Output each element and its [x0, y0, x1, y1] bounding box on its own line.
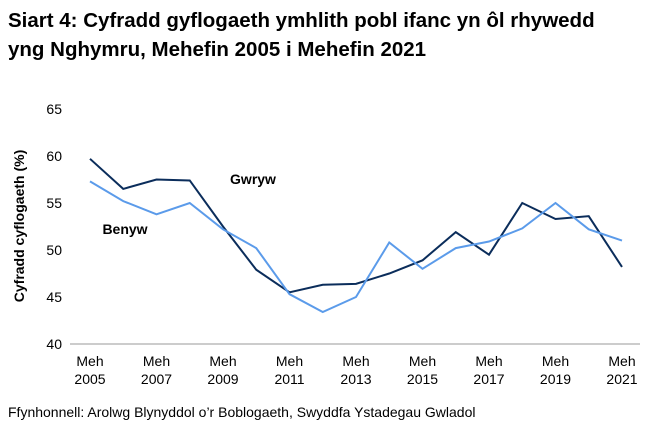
x-tick-label: Meh 2019 — [540, 353, 571, 387]
source-note: Ffynhonnell: Arolwg Blynyddol o’r Boblog… — [8, 404, 476, 420]
series-label: Gwryw — [230, 171, 276, 187]
y-tick-label: 50 — [46, 242, 62, 258]
x-tick-label: Meh 2011 — [274, 353, 304, 387]
y-tick-label: 40 — [46, 336, 62, 352]
y-tick-label: 45 — [46, 289, 62, 305]
series-label: Benyw — [102, 221, 147, 237]
x-tick-label: Meh 2021 — [606, 353, 637, 387]
chart-title: Siart 4: Cyfradd gyflogaeth ymhlith pobl… — [8, 9, 595, 61]
chart: Cyfradd cyflogaeth (%) 40 45 50 55 60 65 Meh 20… — [11, 101, 640, 387]
x-tick-label: Meh 2007 — [141, 353, 172, 387]
x-tick-label: Meh 2015 — [407, 353, 438, 387]
series-line — [89, 180, 623, 314]
y-tick-label: 60 — [46, 148, 62, 164]
series-line — [89, 158, 623, 294]
x-tick-label: Meh 2005 — [74, 353, 105, 387]
y-axis-label: Cyfradd cyflogaeth (%) — [11, 150, 27, 302]
x-tick-label: Meh 2013 — [340, 353, 371, 387]
x-tick-label: Meh 2009 — [207, 353, 238, 387]
y-tick-label: 55 — [46, 195, 62, 211]
y-tick-label: 65 — [46, 101, 62, 117]
x-tick-label: Meh 2017 — [473, 353, 504, 387]
